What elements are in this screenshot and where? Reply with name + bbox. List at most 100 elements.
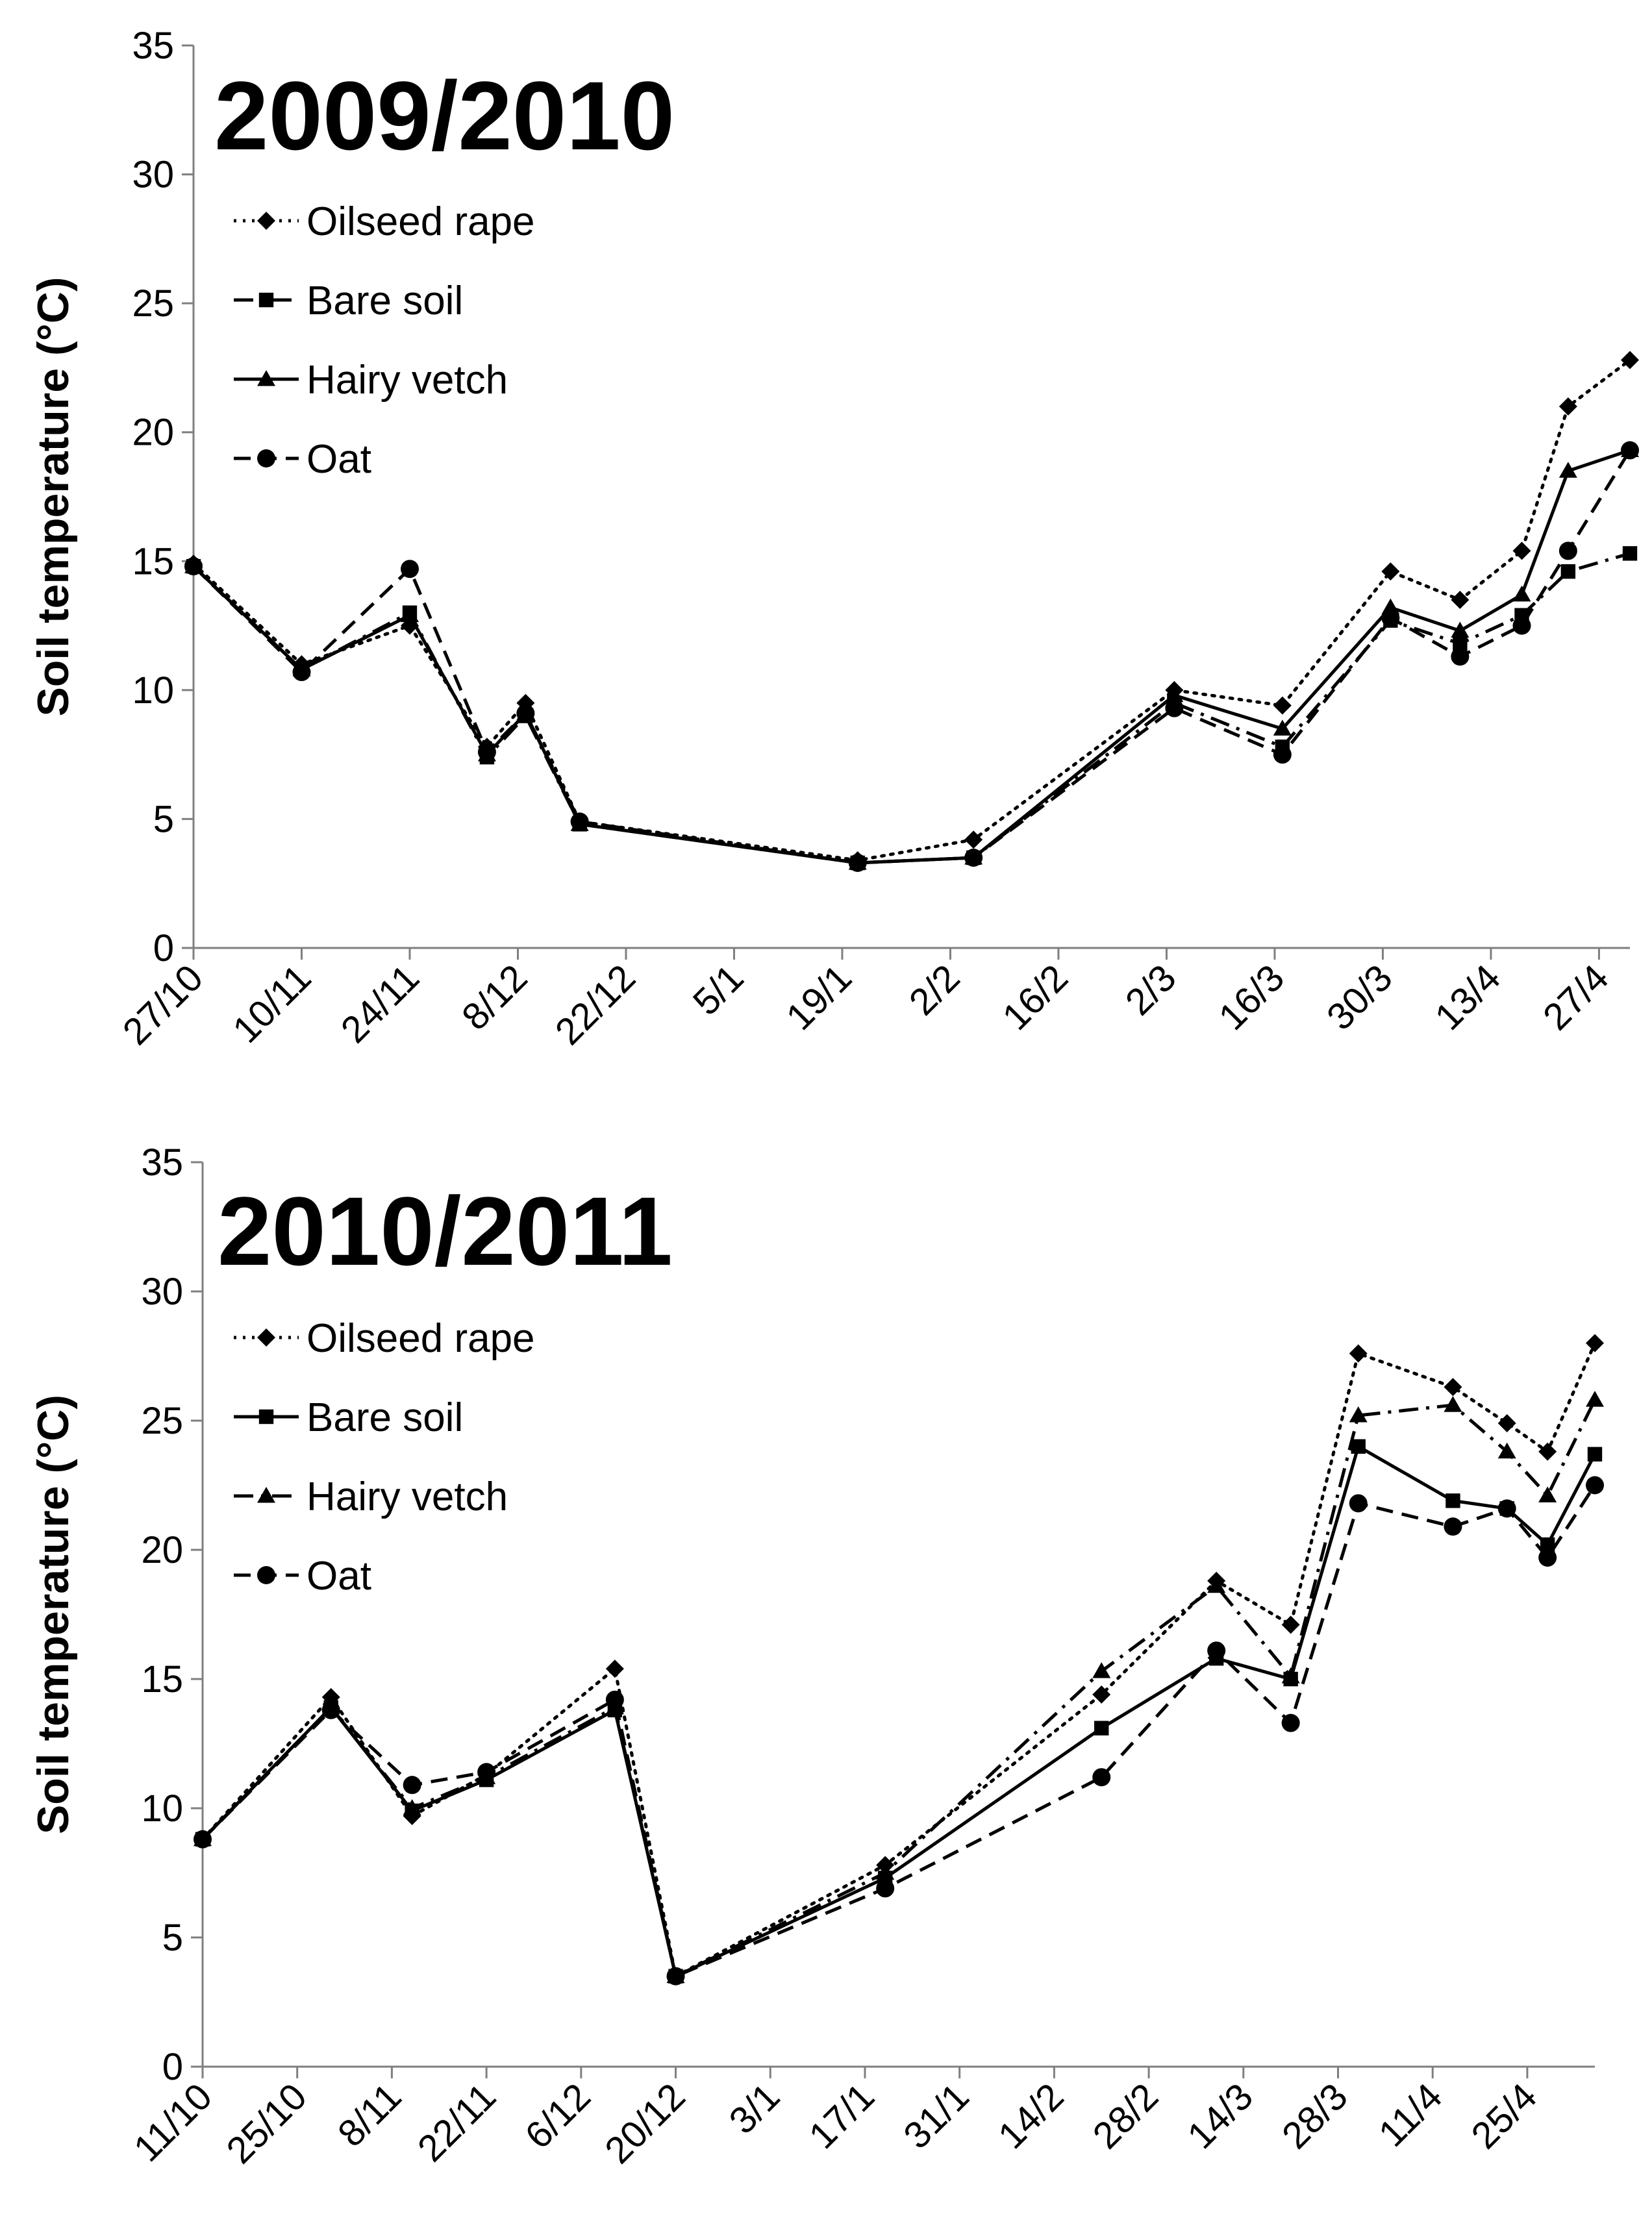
data-point-oilseed-rape <box>1092 1685 1111 1704</box>
y-tick-label: 25 <box>141 1400 183 1442</box>
data-point-oilseed-rape <box>1281 1615 1300 1634</box>
x-tick-label: 27/4 <box>1535 956 1617 1038</box>
data-point-oilseed-rape <box>1444 1378 1462 1397</box>
series-hairy-vetch <box>184 441 1639 870</box>
x-tick-label: 24/11 <box>333 956 428 1051</box>
data-point-oat <box>1497 1499 1516 1518</box>
y-axis-label: Soil temperature (°C) <box>29 277 78 716</box>
legend-label: Oilseed rape <box>307 1316 535 1361</box>
y-tick-label: 35 <box>132 25 174 67</box>
x-tick-label: 19/1 <box>778 956 860 1038</box>
data-point-hairy-vetch <box>876 1863 895 1880</box>
legend-item-oat: Oat <box>234 437 371 482</box>
legend-marker <box>257 1328 275 1347</box>
data-point-oat <box>1381 608 1400 627</box>
legend-marker <box>257 370 275 386</box>
data-point-hairy-vetch <box>403 1799 421 1815</box>
y-tick-label: 25 <box>132 282 174 325</box>
x-tick-label: 25/10 <box>218 2075 315 2172</box>
legend-label: Bare soil <box>307 279 463 323</box>
x-tick-label: 30/3 <box>1319 956 1401 1038</box>
x-tick-label: 22/12 <box>547 956 644 1053</box>
data-point-oilseed-rape <box>1349 1344 1368 1363</box>
legend-item-bare-soil: Bare soil <box>234 279 463 323</box>
data-point-oat <box>605 1690 624 1709</box>
x-tick-label: 8/11 <box>330 2075 410 2155</box>
chart-1: 0 5 10 15 20 25 30 35 27/10 10/11 24/11 8/12 22/12 5/… <box>29 25 1639 1053</box>
legend-label: Oilseed rape <box>307 199 535 244</box>
data-point-oilseed-rape <box>1273 696 1292 715</box>
legend-item-bare-soil: Bare soil <box>234 1395 463 1440</box>
x-tick-label: 25/4 <box>1463 2075 1545 2157</box>
x-tick-label: 22/11 <box>410 2075 505 2170</box>
x-tick-label: 8/12 <box>454 956 536 1038</box>
data-point-bare-soil <box>1094 1721 1109 1736</box>
legend-marker <box>257 212 275 230</box>
series-bare-soil <box>186 546 1638 871</box>
data-point-bare-soil <box>1446 1493 1460 1508</box>
y-tick-label: 20 <box>132 412 174 454</box>
data-point-oat <box>184 557 203 576</box>
series-line-hairy-vetch <box>192 449 1631 865</box>
x-tick-label: 13/4 <box>1427 956 1508 1038</box>
data-point-hairy-vetch <box>1207 1576 1226 1593</box>
legend-item-hairy-vetch: Hairy vetch <box>234 358 508 403</box>
y-tick-label: 15 <box>141 1658 183 1700</box>
series-oat <box>194 1476 1604 1986</box>
data-point-oilseed-rape <box>1621 351 1639 369</box>
x-tick-label: 31/1 <box>895 2075 977 2157</box>
y-tick-label: 30 <box>132 154 174 196</box>
data-point-oat <box>292 663 311 682</box>
data-point-hairy-vetch <box>1349 1406 1368 1423</box>
y-tick-label: 15 <box>132 540 174 582</box>
series-line-oat <box>201 1484 1597 1979</box>
data-point-bare-soil <box>1351 1439 1366 1454</box>
data-point-hairy-vetch <box>1273 719 1292 736</box>
legend-item-hairy-vetch: Hairy vetch <box>234 1475 508 1519</box>
data-point-oat <box>1444 1517 1462 1536</box>
chart-title: 2009/2010 <box>214 61 675 170</box>
series-oat <box>184 441 1639 872</box>
x-tick-label: 20/12 <box>597 2075 694 2172</box>
data-point-oat <box>1273 745 1292 764</box>
x-tick-label: 6/12 <box>517 2075 599 2157</box>
x-tick-label: 16/3 <box>1210 956 1292 1038</box>
y-axis-label: Soil temperature (°C) <box>29 1395 78 1834</box>
legend-item-oilseed-rape: Oilseed rape <box>234 199 535 244</box>
data-point-oat <box>964 849 983 867</box>
x-tick-label: 28/3 <box>1274 2075 1356 2157</box>
x-tick-label: 11/10 <box>126 2075 221 2170</box>
series-line-oat <box>192 449 1632 865</box>
legend-marker <box>257 1566 275 1584</box>
x-tick-label: 2/3 <box>1118 956 1184 1023</box>
legend-marker <box>258 1409 274 1425</box>
legend-label: Oat <box>307 437 371 482</box>
legend-label: Oat <box>307 1554 371 1599</box>
x-tick-label: 3/1 <box>721 2075 788 2142</box>
x-tick-label: 28/2 <box>1084 2075 1166 2157</box>
data-point-oat <box>876 1879 895 1898</box>
data-point-hairy-vetch <box>1538 1486 1557 1502</box>
data-point-oat <box>477 1763 496 1782</box>
y-tick-label: 10 <box>132 669 174 712</box>
data-point-hairy-vetch <box>1558 462 1577 478</box>
x-tick-label: 2/2 <box>901 956 968 1023</box>
legend-marker <box>257 449 275 467</box>
data-point-oat <box>1512 616 1531 635</box>
y-tick-label: 0 <box>162 2046 183 2088</box>
data-point-hairy-vetch <box>1586 1391 1604 1407</box>
data-point-oat <box>1451 647 1470 666</box>
data-point-oilseed-rape <box>1451 590 1470 609</box>
data-point-hairy-vetch <box>1092 1662 1111 1678</box>
data-point-oat <box>1092 1768 1111 1787</box>
data-point-hairy-vetch <box>1444 1396 1462 1412</box>
legend-marker <box>257 1487 275 1503</box>
data-point-oat <box>1207 1641 1226 1660</box>
data-point-oat <box>570 812 589 831</box>
x-tick-label: 5/1 <box>685 956 752 1023</box>
legend-marker <box>258 292 274 308</box>
x-tick-label: 16/2 <box>994 956 1076 1038</box>
data-point-oat <box>1558 542 1577 560</box>
data-point-oat <box>1621 441 1639 460</box>
